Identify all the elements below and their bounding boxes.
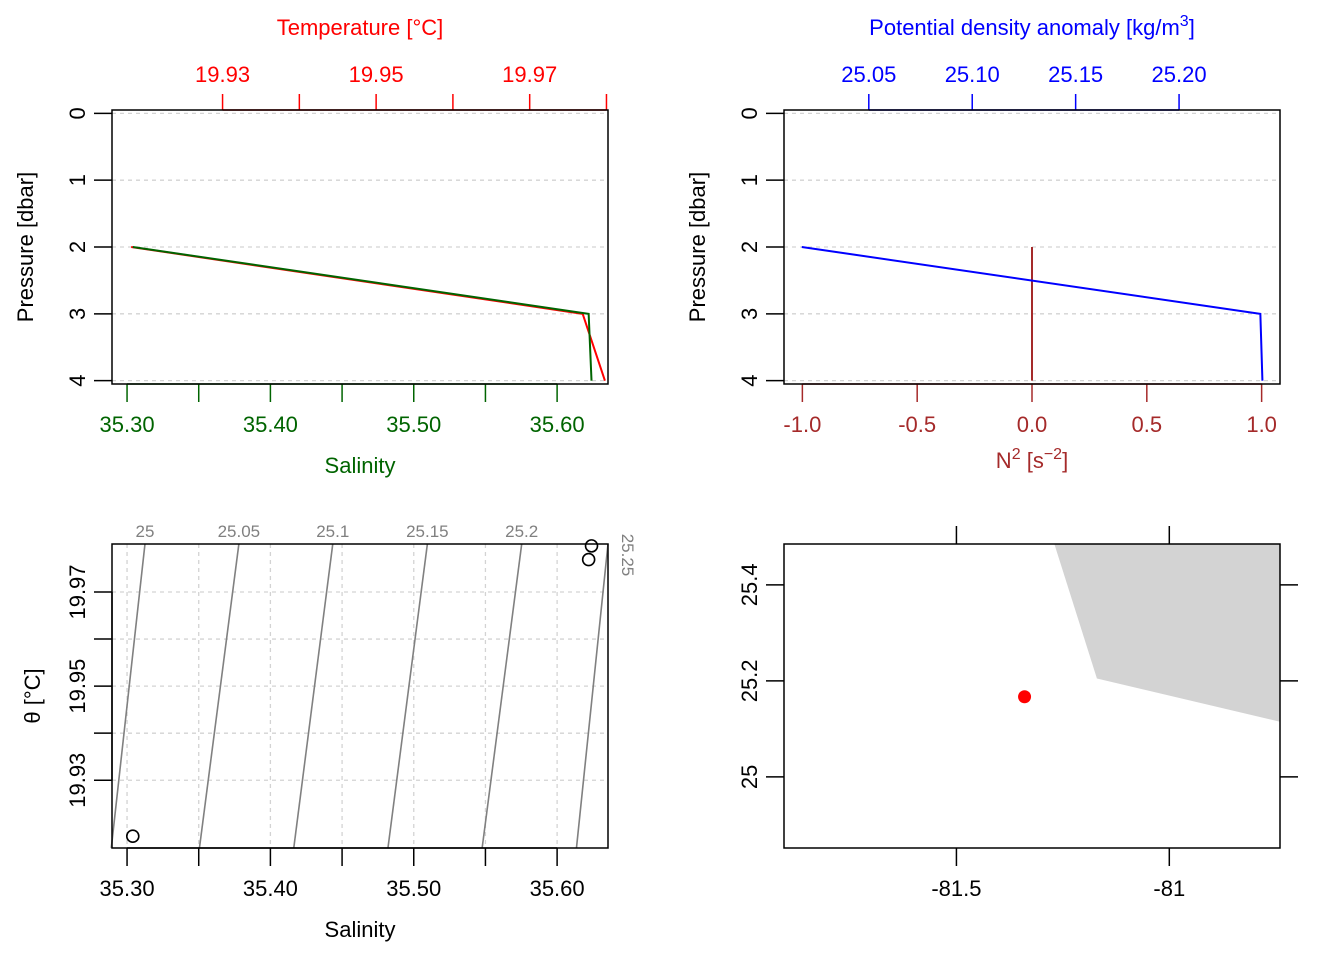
latitude-tick-label: 25.4 — [737, 563, 762, 606]
density-tick-label: 25.10 — [945, 62, 1000, 87]
latitude-tick-label: 25 — [737, 765, 762, 789]
ts-point — [584, 539, 599, 553]
isopycnal-line — [575, 543, 609, 849]
x-tick-label: 35.30 — [100, 876, 155, 901]
y-tick-label: 4 — [65, 375, 90, 387]
isopycnal-line — [481, 543, 523, 849]
isopycnal-label: 25.2 — [505, 522, 538, 541]
salinity-tick-label: 35.40 — [243, 412, 298, 437]
density-tick-label: 25.15 — [1048, 62, 1103, 87]
x-tick-label: 35.40 — [243, 876, 298, 901]
x-tick-label: 35.60 — [530, 876, 585, 901]
ts-diagram-panel: 25 25.05 25.1 25.15 25.2 25.25 35.30 35.40 35.50… — [20, 522, 637, 942]
isopycnal-line — [387, 543, 429, 849]
density-axis-title-part: Potential density anomaly [kg/m — [869, 15, 1180, 40]
salinity-tick-label: 35.50 — [386, 412, 441, 437]
x-axis-title: Salinity — [325, 917, 396, 942]
isopycnal-label: 25.25 — [618, 534, 637, 577]
plot-frame — [111, 543, 609, 849]
temperature-salinity-profile-panel: 0 1 2 3 4 Pressure [dbar] 35.30 35.40 35.50 35.60… — [13, 15, 609, 478]
n2-tick-label: -1.0 — [783, 412, 821, 437]
salinity-axis-title: Salinity — [325, 453, 396, 478]
y-tick-label: 0 — [737, 107, 762, 119]
plot-frame — [111, 109, 609, 385]
y-tick-label: 1 — [737, 174, 762, 186]
isopycnal-label: 25 — [136, 522, 155, 541]
n2-axis-title: N2 [s−2] — [996, 446, 1068, 473]
n2-axis-title-part: N — [996, 448, 1012, 473]
isopycnal-line — [110, 543, 146, 849]
y-tick-label: 1 — [65, 174, 90, 186]
density-axis-title-superscript: 3 — [1180, 13, 1189, 30]
ts-point — [581, 552, 596, 567]
isopycnal-label: 25.05 — [218, 522, 261, 541]
temperature-tick-label: 19.95 — [349, 62, 404, 87]
n2-tick-label: 0.5 — [1132, 412, 1163, 437]
y-tick-label: 3 — [737, 308, 762, 320]
n2-axis-title-superscript: 2 — [1012, 446, 1021, 463]
isopycnal-line — [198, 543, 240, 849]
latitude-tick-label: 25.2 — [737, 659, 762, 702]
density-axis-title-part: ] — [1189, 15, 1195, 40]
salinity-tick-label: 35.30 — [100, 412, 155, 437]
isopycnal-label: 25.15 — [406, 522, 449, 541]
temperature-axis-title: Temperature [°C] — [277, 15, 444, 40]
density-n2-profile-panel: 0 1 2 3 4 Pressure [dbar] -1.0 -0.5 0.0 0.5 1.0 N2 … — [685, 13, 1281, 473]
density-axis-title: Potential density anomaly [kg/m3] — [869, 13, 1195, 40]
y-tick-label: 3 — [65, 308, 90, 320]
station-marker — [1018, 690, 1032, 704]
plot-frame — [783, 109, 1281, 385]
y-tick-label: 19.95 — [65, 659, 90, 714]
y-tick-label: 2 — [737, 241, 762, 253]
density-tick-label: 25.20 — [1152, 62, 1207, 87]
temperature-tick-label: 19.97 — [502, 62, 557, 87]
ts-point — [125, 829, 140, 844]
longitude-tick-label: -81.5 — [931, 876, 981, 901]
n2-tick-label: -0.5 — [898, 412, 936, 437]
salinity-tick-label: 35.60 — [530, 412, 585, 437]
salinity-series-line — [132, 246, 593, 381]
longitude-tick-label: -81 — [1153, 876, 1185, 901]
isopycnal-label: 25.1 — [316, 522, 349, 541]
y-tick-label: 19.97 — [65, 564, 90, 619]
temperature-tick-label: 19.93 — [195, 62, 250, 87]
n2-axis-title-part: ] — [1062, 448, 1068, 473]
land-polygon — [1054, 544, 1280, 722]
y-tick-label: 19.93 — [65, 753, 90, 808]
y-tick-label: 0 — [65, 107, 90, 119]
density-series-line — [801, 246, 1264, 381]
map-frame — [783, 543, 1281, 849]
n2-axis-title-superscript: −2 — [1044, 446, 1062, 463]
density-tick-label: 25.05 — [841, 62, 896, 87]
n2-tick-label: 1.0 — [1246, 412, 1277, 437]
n2-tick-label: 0.0 — [1017, 412, 1048, 437]
isopycnal-line — [292, 543, 334, 849]
x-tick-label: 35.50 — [386, 876, 441, 901]
y-axis-title: θ [°C] — [20, 668, 45, 723]
y-tick-label: 2 — [65, 241, 90, 253]
y-tick-label: 4 — [737, 375, 762, 387]
n2-axis-title-part: [s — [1021, 448, 1044, 473]
station-map-panel: -81.5 -81 25 25.2 25.4 — [737, 526, 1298, 901]
y-axis-title: Pressure [dbar] — [685, 172, 710, 322]
y-axis-title: Pressure [dbar] — [13, 172, 38, 322]
